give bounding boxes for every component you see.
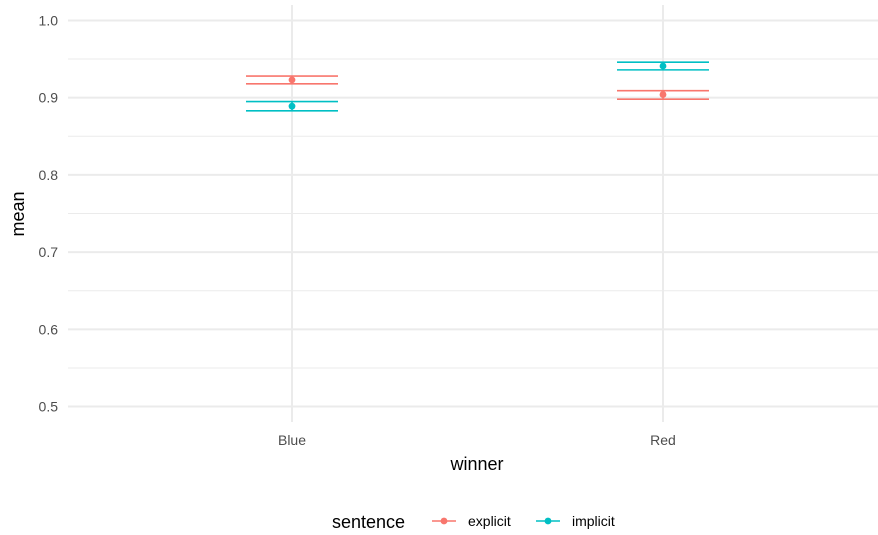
legend-key-point-implicit: [544, 517, 552, 525]
y-tick-label: 1.0: [39, 12, 59, 28]
x-axis-title: winner: [449, 454, 503, 474]
minor-gridlines: [68, 58, 878, 369]
error-bars: [246, 61, 709, 112]
legend: sentence explicit implicit: [332, 512, 615, 532]
legend-label-implicit: implicit: [572, 513, 615, 529]
legend-label-explicit: explicit: [468, 513, 511, 529]
x-tick-labels: Blue Red: [278, 432, 676, 448]
y-axis-title: mean: [8, 191, 28, 236]
data-point-implicit: [288, 102, 296, 110]
x-tick-label: Blue: [278, 432, 306, 448]
major-gridlines: [68, 5, 878, 422]
y-tick-label: 0.8: [39, 167, 59, 183]
y-tick-label: 0.5: [39, 399, 59, 415]
data-point-implicit: [659, 62, 667, 70]
y-tick-label: 0.9: [39, 90, 59, 106]
y-tick-label: 0.7: [39, 244, 59, 260]
data-point-explicit: [288, 76, 296, 84]
legend-title: sentence: [332, 512, 405, 532]
data-points: [288, 62, 667, 110]
data-point-explicit: [659, 91, 667, 98]
x-tick-label: Red: [650, 432, 676, 448]
y-tick-label: 0.6: [39, 321, 59, 337]
y-tick-labels: 0.5 0.6 0.7 0.8 0.9 1.0: [39, 12, 59, 414]
legend-key-point-explicit: [440, 517, 448, 525]
